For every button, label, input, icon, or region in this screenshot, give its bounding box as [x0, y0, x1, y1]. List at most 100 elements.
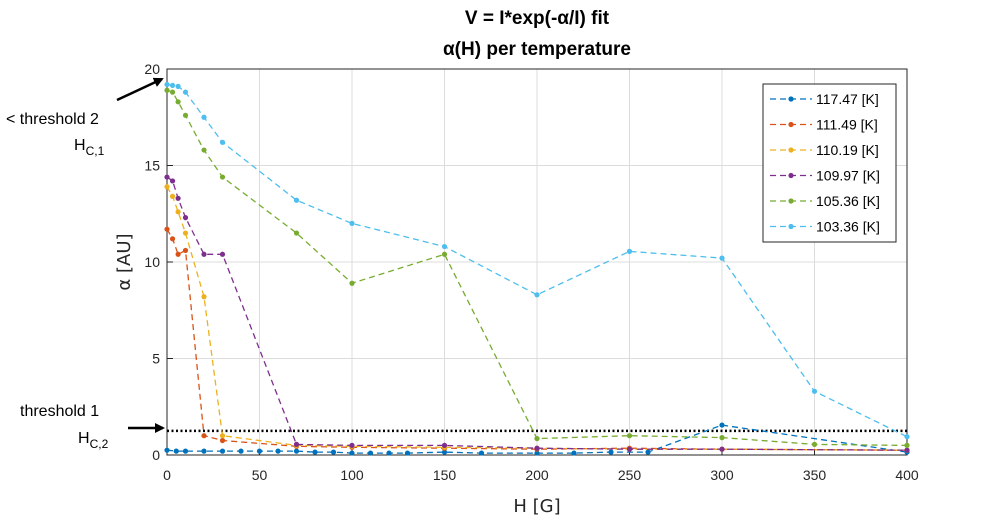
chart-title: V = I*exp(-α/I) fit [465, 8, 610, 29]
data-point [256, 448, 263, 454]
legend-box [762, 83, 897, 243]
data-point [330, 449, 337, 455]
data-point [201, 294, 207, 300]
data-point [182, 247, 189, 254]
data-point [349, 450, 355, 456]
data-point [164, 184, 170, 190]
data-point [719, 422, 725, 428]
data-point [811, 441, 818, 447]
data-point [182, 89, 189, 95]
data-point [534, 445, 540, 451]
y-axis-label: α [AU] [114, 233, 135, 290]
data-point [275, 448, 281, 454]
data-point [164, 174, 170, 180]
data-point [719, 435, 725, 441]
data-point [293, 441, 300, 447]
data-point [626, 446, 633, 452]
threshold2-label: < threshold 2 [6, 111, 99, 128]
series-6 [164, 81, 910, 440]
data-point [201, 251, 207, 257]
data-point [175, 251, 181, 257]
hc1-main: H [74, 137, 86, 154]
data-point [626, 433, 633, 439]
data-point [904, 447, 910, 453]
hc2-label: HC,2 [78, 430, 109, 451]
series-4 [164, 174, 910, 453]
arrow-threshold2 [116, 77, 164, 102]
annotation-threshold1: threshold 1 HC,2 [20, 403, 165, 451]
legend-label: 117.47 [K] [816, 91, 879, 107]
data-point [719, 446, 725, 452]
legend-marker [788, 198, 794, 204]
data-point [182, 230, 189, 236]
data-point [441, 449, 448, 455]
data-point [164, 447, 170, 453]
data-point [219, 433, 226, 439]
data-point [441, 243, 448, 250]
data-point [571, 450, 577, 456]
y-tick-label: 0 [152, 447, 160, 463]
x-tick-label: 300 [710, 467, 734, 483]
data-point [201, 114, 207, 120]
data-point [219, 174, 226, 180]
series-5 [164, 87, 910, 448]
data-point [478, 450, 485, 456]
y-tick-label: 10 [144, 254, 160, 270]
legend-item: 111.49 [K] [770, 117, 878, 133]
hc1-label: HC,1 [74, 137, 105, 158]
data-point [404, 450, 411, 456]
series-line [166, 89, 908, 447]
hc2-subscript: C,2 [90, 437, 109, 451]
data-point [238, 448, 244, 454]
legend-item: 117.47 [K] [770, 91, 879, 107]
legend-marker [788, 147, 794, 153]
data-point [201, 433, 207, 439]
legend-label: 110.19 [K] [816, 142, 879, 158]
data-point [904, 434, 910, 440]
data-point [169, 89, 176, 95]
data-point [175, 209, 181, 215]
x-tick-label: 350 [803, 467, 827, 483]
x-tick-labels: 0 50 100 150 200 250 300 350 400 [163, 467, 919, 483]
x-tick-label: 100 [340, 467, 364, 483]
data-point [626, 248, 633, 254]
y-tick-labels: 0 5 10 15 20 [144, 61, 160, 463]
data-point [608, 449, 614, 455]
data-point [811, 388, 818, 394]
data-point [386, 450, 392, 456]
legend-item: 110.19 [K] [770, 142, 879, 158]
data-point [534, 435, 540, 442]
data-point [441, 251, 448, 257]
data-point [367, 450, 374, 456]
data-point [719, 255, 725, 261]
data-point [349, 280, 355, 286]
legend: 117.47 [K] 111.49 [K] 110.19 [K] 109.97 [K]… [762, 83, 897, 243]
legend-marker [788, 223, 794, 230]
x-tick-label: 200 [525, 467, 549, 483]
legend-marker [788, 96, 794, 102]
data-point [293, 197, 300, 203]
data-point [312, 449, 318, 455]
threshold1-label: threshold 1 [20, 403, 99, 420]
hc2-main: H [78, 430, 90, 447]
y-tick-label: 5 [152, 351, 160, 367]
y-tick-label: 15 [144, 158, 160, 174]
data-point [219, 251, 226, 257]
hc1-subscript: C,1 [86, 144, 105, 158]
data-point [293, 448, 300, 454]
data-point [293, 230, 300, 236]
data-point [349, 442, 355, 448]
data-point [164, 226, 170, 232]
data-point [201, 147, 207, 153]
data-point [169, 236, 176, 242]
legend-item: 109.97 [K] [770, 168, 880, 184]
x-tick-label: 400 [895, 467, 919, 483]
data-point [173, 448, 179, 454]
legend-label: 103.36 [K] [816, 219, 880, 235]
legend-label: 111.49 [K] [816, 117, 878, 133]
legend-item: 105.36 [K] [770, 193, 880, 209]
x-tick-label: 0 [163, 467, 171, 483]
data-point [164, 87, 170, 93]
x-tick-label: 150 [433, 467, 457, 483]
